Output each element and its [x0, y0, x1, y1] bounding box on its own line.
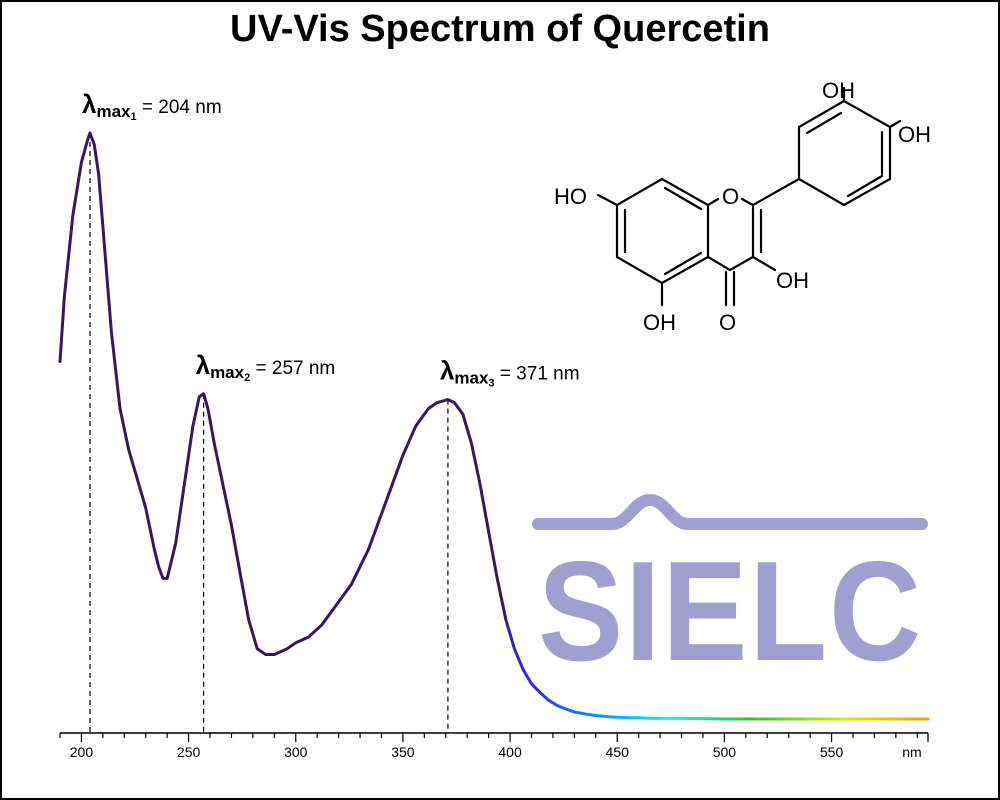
chart-title: UV-Vis Spectrum of Quercetin	[230, 8, 770, 50]
peak-label-3: λmax3 = 371 nm	[440, 356, 580, 390]
atom-ho-left: HO	[554, 184, 587, 209]
atom-oh-top: OH	[822, 78, 855, 103]
lambda-index: 1	[131, 111, 137, 123]
spectrum-curve-uv	[58, 131, 508, 656]
x-tick-label: 300	[284, 744, 308, 760]
atom-oh-bottom: OH	[643, 310, 676, 335]
x-tick-label: 200	[70, 744, 94, 760]
atom-oh-right: OH	[898, 122, 931, 147]
peak-value: = 257 nm	[250, 358, 335, 379]
x-tick-label: 350	[391, 744, 415, 760]
ring-b-double-bonds	[805, 111, 884, 198]
atom-oh-mid: OH	[776, 268, 809, 293]
lambda-subscript: max	[454, 369, 489, 388]
lambda-subscript: max	[210, 363, 245, 382]
structure-atom-labels: OH OH HO O OH OH O	[554, 78, 931, 335]
substituent-bonds	[596, 177, 801, 307]
x-tick-label: 250	[177, 744, 201, 760]
peak-label-1: λmax1 = 204 nm	[82, 89, 222, 123]
atom-o-carbonyl: O	[719, 310, 736, 335]
ring-a-double-bonds	[623, 186, 703, 276]
peak-label-2: λmax2 = 257 nm	[196, 350, 336, 384]
x-tick-label: 550	[820, 744, 844, 760]
sielc-logo: SIELC	[532, 493, 928, 691]
x-tick-label: 400	[498, 744, 522, 760]
x-axis-tick-labels: 200 250 300 350 400 450 500 550	[70, 744, 844, 760]
x-axis-unit: nm	[902, 744, 921, 760]
ring-b	[797, 99, 892, 207]
lambda-index: 3	[488, 378, 494, 390]
atom-o-ring: O	[722, 184, 739, 209]
spectrum-curve-layer	[58, 131, 930, 721]
carbonyl-bond	[724, 270, 736, 307]
quercetin-structure	[596, 86, 902, 307]
ring-a	[615, 177, 710, 285]
peak-markers	[89, 133, 449, 733]
lambda-subscript: max	[96, 102, 131, 121]
lambda-index: 2	[244, 372, 250, 384]
x-tick-label: 500	[713, 744, 737, 760]
logo-swoosh	[532, 493, 928, 530]
x-tick-label: 450	[606, 744, 630, 760]
logo-text: SIELC	[538, 532, 923, 691]
lambda-symbol: λ	[82, 89, 97, 119]
spectrum-curve-visible	[504, 617, 930, 721]
peak-value: = 204 nm	[137, 97, 222, 118]
ring-b-substituents	[842, 86, 902, 129]
lambda-symbol: λ	[440, 356, 455, 386]
ring-c	[706, 197, 755, 272]
peak-value: = 371 nm	[495, 364, 580, 385]
x-axis-ticks	[59, 733, 929, 742]
lambda-symbol: λ	[196, 350, 211, 380]
